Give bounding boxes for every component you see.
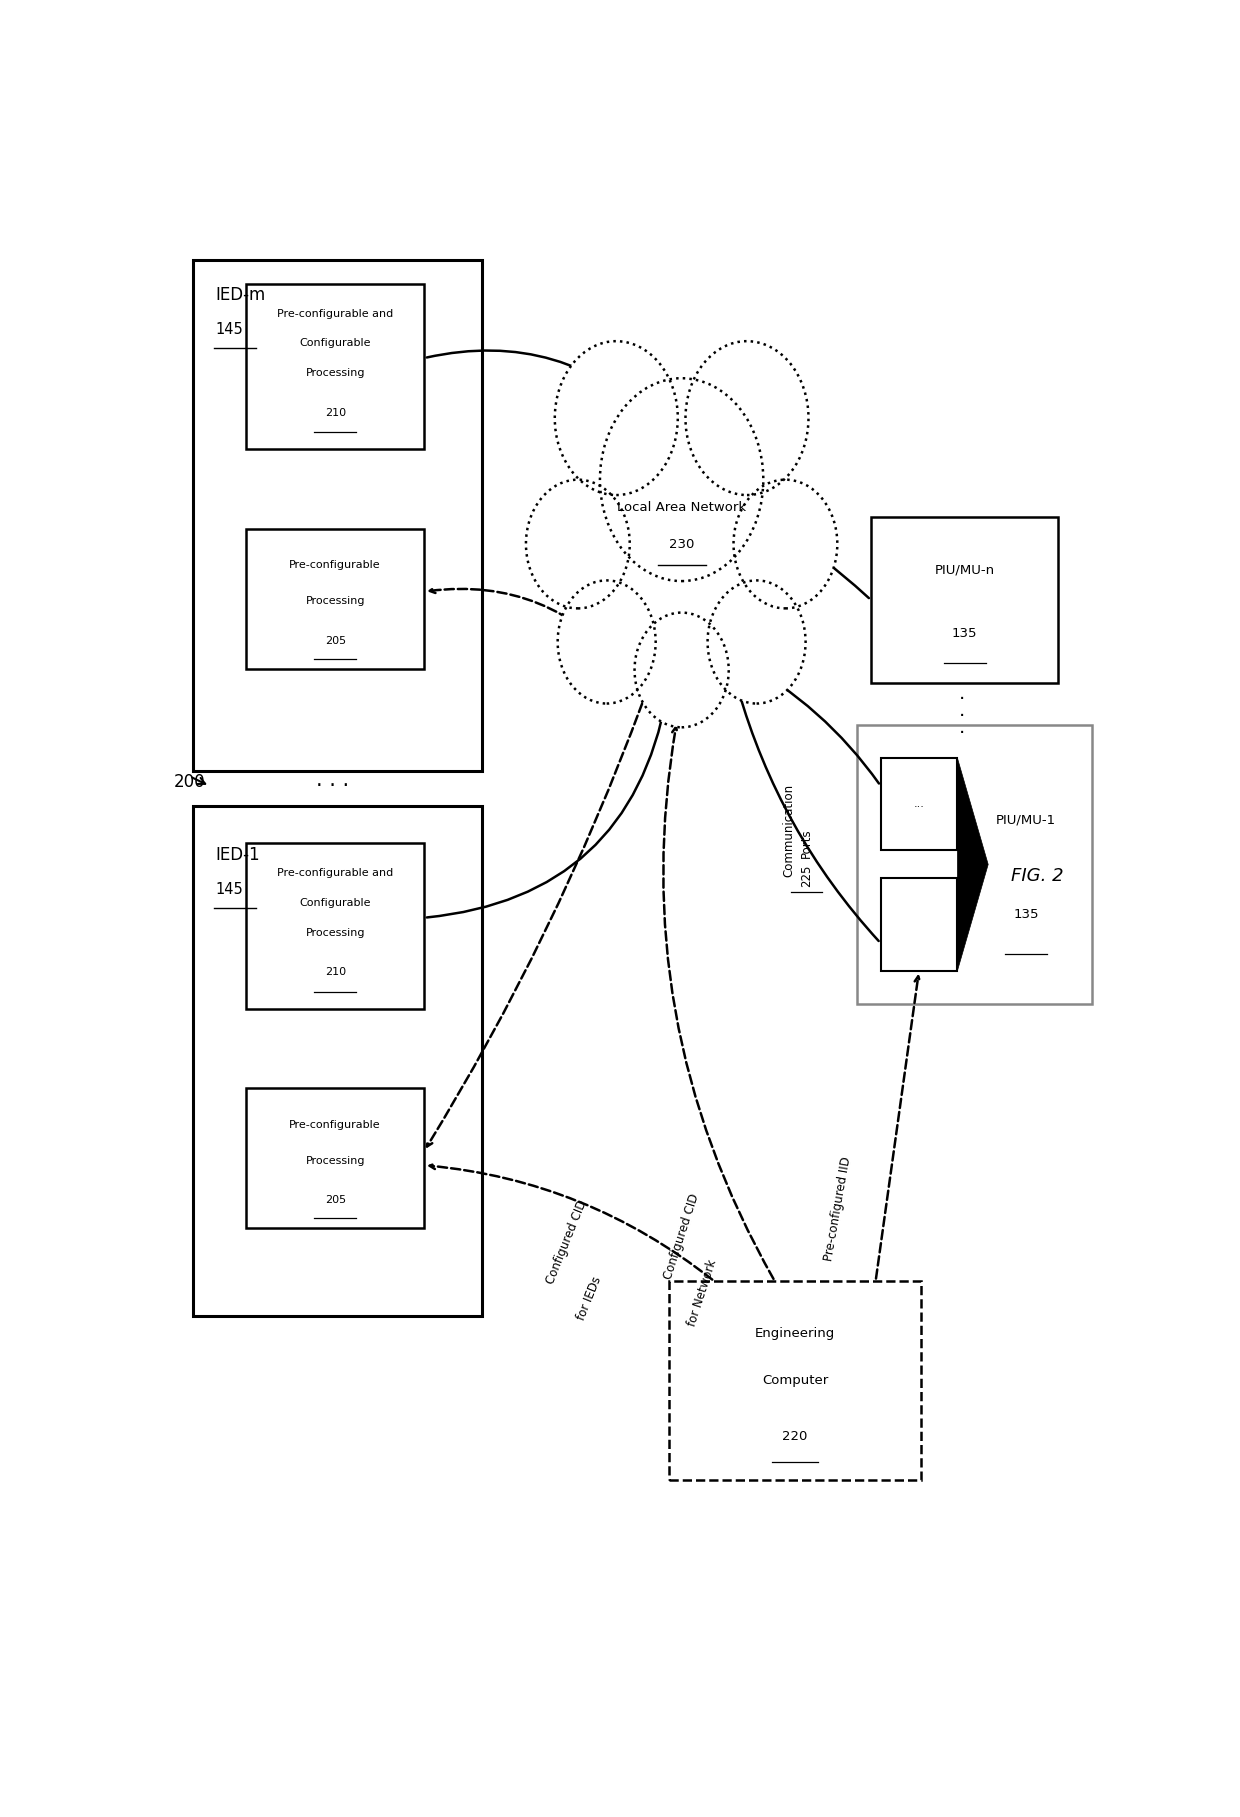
Bar (880, 758, 957, 850)
Text: Local Area Network: Local Area Network (618, 501, 746, 514)
Text: 225: 225 (800, 865, 813, 887)
Bar (247, 529, 424, 669)
Bar (870, 518, 1058, 683)
Text: .: . (959, 701, 966, 720)
Bar (247, 843, 424, 1008)
Text: Processing: Processing (305, 928, 365, 938)
Text: Engineering: Engineering (755, 1326, 836, 1339)
Ellipse shape (635, 612, 729, 727)
Text: IED-m: IED-m (216, 285, 265, 303)
Bar (247, 283, 424, 449)
Text: 135: 135 (1013, 908, 1039, 921)
Ellipse shape (600, 378, 764, 581)
Bar (857, 725, 1092, 1005)
Text: Pre-configurable: Pre-configurable (289, 560, 381, 571)
Text: PIU/MU-n: PIU/MU-n (935, 563, 994, 576)
Ellipse shape (686, 342, 808, 494)
Text: Pre-configurable: Pre-configurable (289, 1119, 381, 1130)
Text: for Network: for Network (686, 1257, 719, 1328)
Text: PIU/MU-1: PIU/MU-1 (996, 814, 1056, 827)
Text: 205: 205 (325, 1196, 346, 1205)
Text: 145: 145 (216, 322, 243, 338)
Text: 145: 145 (216, 881, 243, 898)
Text: Ports: Ports (800, 829, 813, 858)
Text: Communication: Communication (782, 785, 796, 878)
Bar (247, 1088, 424, 1228)
Ellipse shape (734, 480, 837, 609)
Text: 205: 205 (325, 636, 346, 645)
Text: Pre-configurable and: Pre-configurable and (277, 309, 393, 318)
Text: Configured CID: Configured CID (543, 1197, 589, 1286)
Text: Processing: Processing (305, 369, 365, 378)
Text: 210: 210 (325, 967, 346, 978)
Text: Pre-configured IID: Pre-configured IID (822, 1156, 853, 1261)
Text: 210: 210 (325, 407, 346, 418)
Text: Configurable: Configurable (299, 338, 371, 349)
Ellipse shape (554, 342, 678, 494)
Bar (193, 260, 481, 770)
Text: 200: 200 (174, 772, 206, 790)
Ellipse shape (558, 580, 656, 703)
Bar (670, 1281, 921, 1481)
Text: Processing: Processing (305, 596, 365, 607)
Text: Configurable: Configurable (299, 898, 371, 908)
Text: Processing: Processing (305, 1156, 365, 1167)
Text: Configured CID: Configured CID (662, 1192, 702, 1281)
Ellipse shape (526, 480, 630, 609)
Text: . . .: . . . (316, 770, 350, 790)
Text: 230: 230 (668, 538, 694, 551)
Text: IED-1: IED-1 (216, 845, 260, 863)
Bar (193, 805, 481, 1316)
Text: .: . (959, 718, 966, 738)
Text: Computer: Computer (761, 1374, 828, 1386)
Text: .: . (959, 685, 966, 703)
Bar (880, 878, 957, 970)
Text: FIG. 2: FIG. 2 (1011, 867, 1064, 885)
Ellipse shape (708, 580, 806, 703)
Text: 220: 220 (782, 1430, 807, 1443)
Text: for IEDs: for IEDs (574, 1274, 604, 1323)
Text: ...: ... (914, 799, 925, 809)
Text: 135: 135 (952, 627, 977, 640)
Polygon shape (957, 758, 988, 970)
Text: Pre-configurable and: Pre-configurable and (277, 869, 393, 878)
